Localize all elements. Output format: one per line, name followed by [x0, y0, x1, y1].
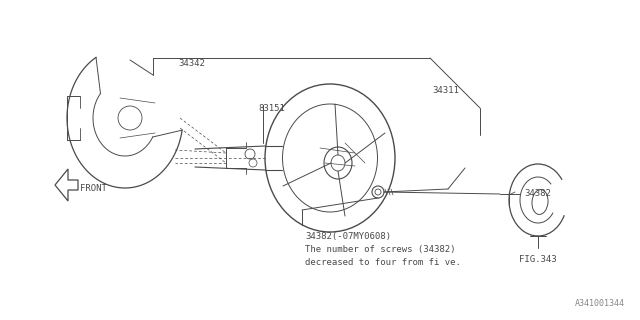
Text: FRONT: FRONT	[80, 183, 107, 193]
Text: 34342: 34342	[178, 59, 205, 68]
Text: decreased to four from fi ve.: decreased to four from fi ve.	[305, 258, 461, 267]
Text: 34311: 34311	[432, 86, 459, 95]
Text: The number of screws (34382): The number of screws (34382)	[305, 245, 456, 254]
Text: A341001344: A341001344	[575, 299, 625, 308]
Text: 34382(-07MY0608): 34382(-07MY0608)	[305, 232, 391, 241]
Text: FIG.343: FIG.343	[519, 255, 557, 264]
Text: 83151: 83151	[258, 104, 285, 113]
Text: 34382: 34382	[524, 188, 551, 197]
